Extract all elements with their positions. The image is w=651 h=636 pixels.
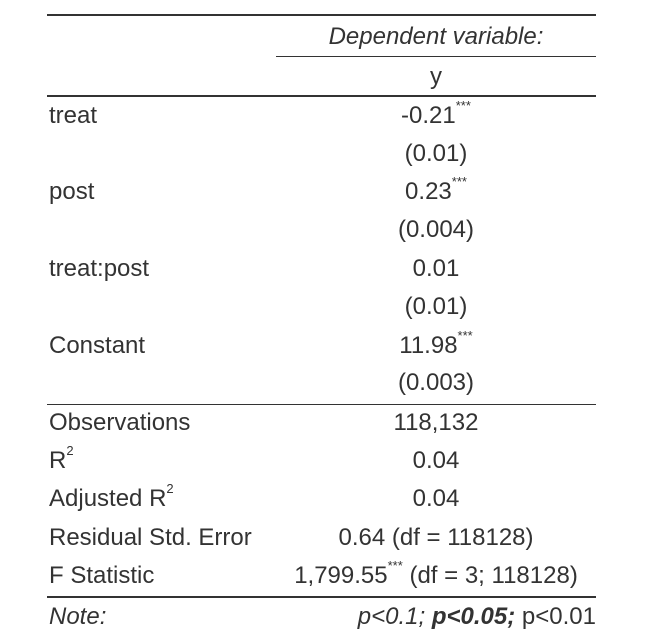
coef-row-treat: treat -0.21***: [47, 97, 596, 135]
stat-value: 118,132: [393, 409, 479, 436]
header-bottom-rule: [47, 95, 596, 97]
se-row-treat: (0.01): [47, 135, 596, 173]
note-row: Note: p<0.1; p<0.05; p<0.01: [47, 598, 596, 636]
stat-row-residual-std-error: Residual Std. Error 0.64 (df = 118128): [47, 519, 596, 557]
stat-row-r2: R2 0.04: [47, 442, 596, 480]
significance-stars: ***: [457, 328, 473, 343]
coef-row-treat-post: treat:post 0.01: [47, 250, 596, 288]
stat-value: 0.04: [412, 485, 460, 512]
header-underline: [276, 56, 596, 57]
note-label: Note:: [49, 603, 107, 630]
significance-stars: ***: [451, 174, 467, 189]
stat-label: Residual Std. Error: [49, 524, 252, 551]
coef-estimate: -0.21***: [401, 98, 471, 129]
top-rule: [47, 14, 596, 16]
coef-estimate: 11.98***: [399, 328, 473, 359]
stat-label: R2: [49, 443, 74, 474]
note-separator-rule: [47, 596, 596, 598]
stat-value: 0.64 (df = 118128): [338, 524, 534, 551]
header-row: Dependent variable:: [47, 18, 596, 56]
se-row-treat-post: (0.01): [47, 288, 596, 326]
coef-label: post: [49, 178, 95, 205]
stat-label: Adjusted R2: [49, 481, 174, 512]
coef-std-error: (0.003): [397, 369, 475, 396]
se-row-constant: (0.003): [47, 364, 596, 402]
coef-estimate: 0.23***: [405, 174, 467, 205]
coef-std-error: (0.004): [397, 216, 475, 243]
dependent-variable-name: y: [430, 63, 442, 90]
coef-row-constant: Constant 11.98***: [47, 327, 596, 365]
coef-row-post: post 0.23***: [47, 173, 596, 211]
stat-row-f-statistic: F Statistic 1,799.55*** (df = 3; 118128): [47, 557, 596, 595]
note-p-level-3: p<0.01: [521, 603, 596, 630]
note-significance-levels: p<0.1; p<0.05; p<0.01: [276, 598, 596, 636]
coef-estimate: 0.01: [412, 255, 460, 282]
coef-label: treat:post: [49, 255, 150, 282]
stat-row-adjusted-r2: Adjusted R2 0.04: [47, 480, 596, 518]
note-p-level-1: p<0.1;: [357, 603, 426, 630]
stat-label: Observations: [49, 409, 191, 436]
stat-value: 0.04: [412, 447, 460, 474]
coef-std-error: (0.01): [404, 293, 468, 320]
se-row-post: (0.004): [47, 211, 596, 249]
dependent-variable-caption: Dependent variable:: [328, 23, 544, 50]
stats-separator-rule: [47, 404, 596, 405]
coef-std-error: (0.01): [404, 140, 468, 167]
coef-label: Constant: [49, 332, 146, 359]
significance-stars: ***: [455, 98, 471, 113]
note-p-level-2: p<0.05;: [431, 603, 516, 630]
stat-label: F Statistic: [49, 562, 155, 589]
dependent-variable-row: y: [47, 58, 596, 96]
coef-label: treat: [49, 102, 98, 129]
stat-row-observations: Observations 118,132: [47, 404, 596, 442]
significance-stars: ***: [387, 558, 403, 573]
stat-value: 1,799.55*** (df = 3; 118128): [294, 558, 578, 589]
